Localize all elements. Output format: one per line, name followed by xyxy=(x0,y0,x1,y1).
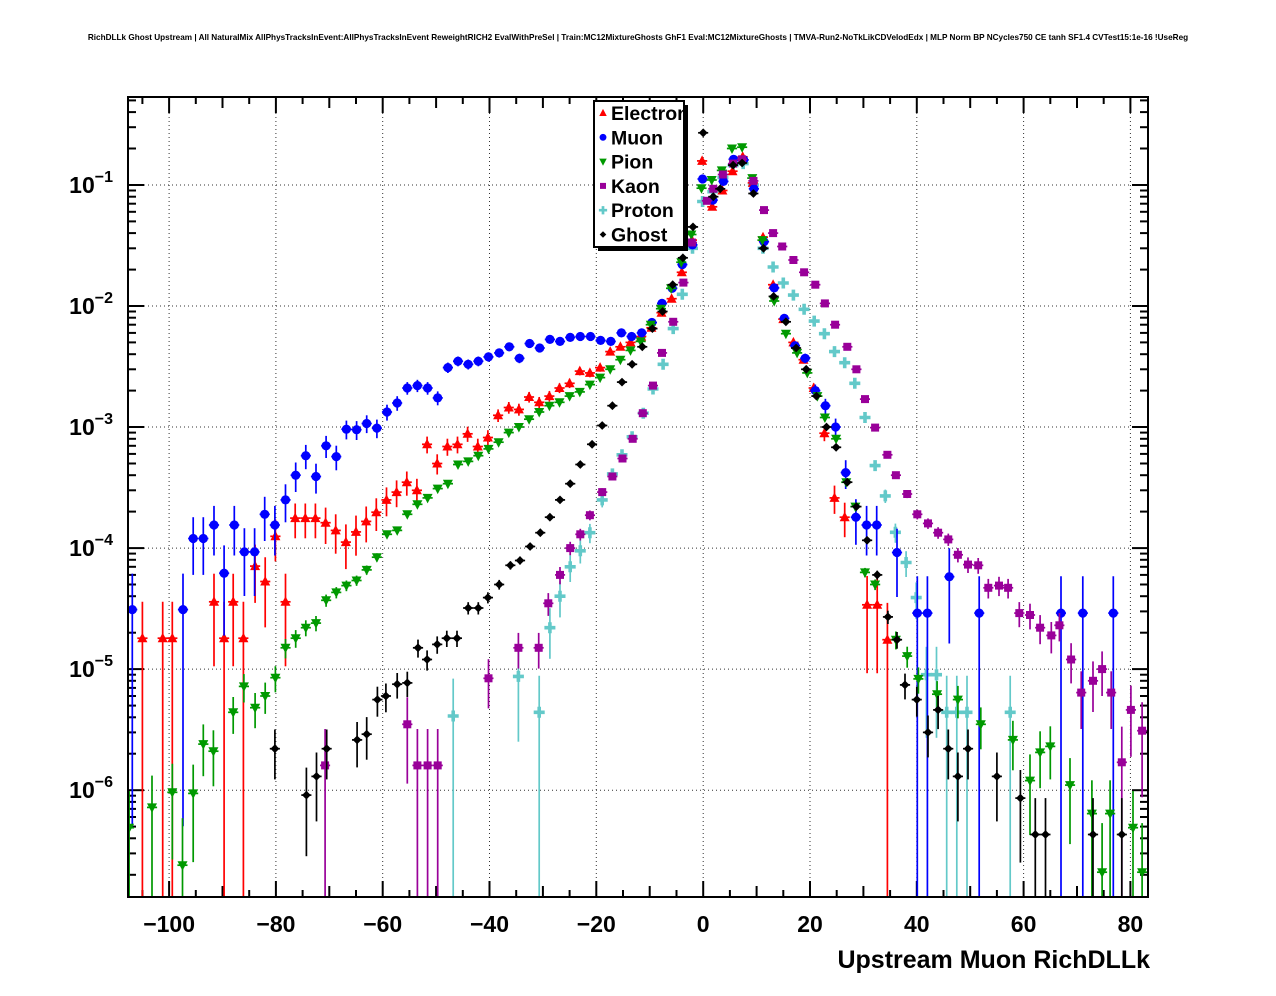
svg-text:10−4: 10−4 xyxy=(69,532,113,561)
data-series xyxy=(128,128,1148,897)
plot-frame xyxy=(127,96,1149,898)
legend-entry-pion: Pion xyxy=(599,152,653,174)
legend-label: Ghost xyxy=(611,225,668,247)
svg-text:20: 20 xyxy=(797,911,823,937)
grid xyxy=(128,97,1148,897)
svg-text:60: 60 xyxy=(1011,911,1037,937)
series-proton xyxy=(447,158,1016,897)
svg-text:10−1: 10−1 xyxy=(69,169,113,198)
legend-entry-proton: Proton xyxy=(598,200,674,222)
svg-text:10−3: 10−3 xyxy=(69,411,113,440)
plot-title: RichDLLk Ghost Upstream | All NaturalMix… xyxy=(87,33,1189,42)
svg-text:10−5: 10−5 xyxy=(69,653,113,682)
svg-text:−20: −20 xyxy=(577,911,616,937)
legend-entry-muon: Muon xyxy=(599,127,663,149)
x-axis-tick-labels: −100 −80 −60 −40 −20 0 20 40 60 80 xyxy=(143,911,1143,937)
legend-label: Kaon xyxy=(611,176,660,198)
svg-text:10−6: 10−6 xyxy=(69,774,113,803)
series-pion xyxy=(128,143,1148,897)
legend-label: Proton xyxy=(611,200,674,222)
svg-text:0: 0 xyxy=(697,911,710,937)
svg-text:−80: −80 xyxy=(256,911,295,937)
svg-text:−100: −100 xyxy=(143,911,195,937)
legend-entry-ghost: Ghost xyxy=(599,225,668,247)
svg-text:10−2: 10−2 xyxy=(69,290,113,319)
x-axis-title: Upstream Muon RichDLLk xyxy=(837,946,1150,974)
svg-text:80: 80 xyxy=(1118,911,1144,937)
legend-entry-electron: Electron xyxy=(599,103,689,125)
legend-label: Electron xyxy=(611,103,689,125)
y-axis-tick-labels: 10−1 10−2 10−3 10−4 10−5 10−6 xyxy=(69,169,113,803)
svg-text:−40: −40 xyxy=(470,911,509,937)
series-electron xyxy=(137,151,893,897)
axis-ticks xyxy=(128,97,1148,897)
legend-box xyxy=(593,100,685,248)
series-ghost xyxy=(269,128,1127,897)
legend-label: Muon xyxy=(611,127,663,149)
legend-label: Pion xyxy=(611,152,653,174)
svg-text:−60: −60 xyxy=(363,911,402,937)
svg-text:40: 40 xyxy=(904,911,930,937)
legend-entry-kaon: Kaon xyxy=(600,176,660,198)
